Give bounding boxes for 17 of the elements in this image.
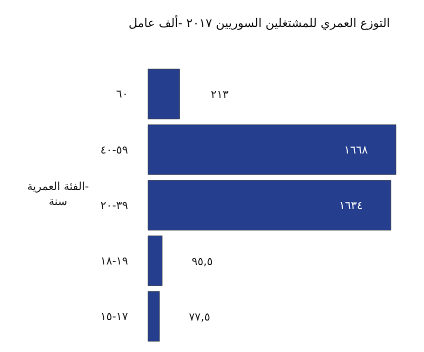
data-label: ١٦٣٤: [339, 199, 363, 212]
bar: [148, 180, 392, 230]
data-label: ٧٧,٥: [188, 310, 210, 324]
y-tick-label: ١٨-١٩: [100, 254, 128, 268]
data-label: ١٦٦٨: [344, 144, 368, 157]
y-tick-label: ٢٠-٣٩: [100, 198, 128, 212]
data-label: ٢١٣: [210, 88, 229, 101]
bar: [148, 291, 160, 342]
y-axis-title: الفئة العمرية- سنة: [27, 180, 89, 208]
y-tick-label: ١٥-١٧: [100, 310, 128, 324]
y-tick-label: ٤٠-٥٩: [100, 143, 128, 156]
chart-title: التوزع العمري للمشتغلين السوريين ٢٠١٧ -ألف عامل: [128, 16, 390, 30]
data-label: ٩٥,٥: [192, 254, 213, 268]
bar: [148, 124, 396, 175]
bar: [148, 68, 180, 120]
bar: [148, 236, 162, 286]
y-tick-label: ٦٠: [116, 88, 128, 101]
